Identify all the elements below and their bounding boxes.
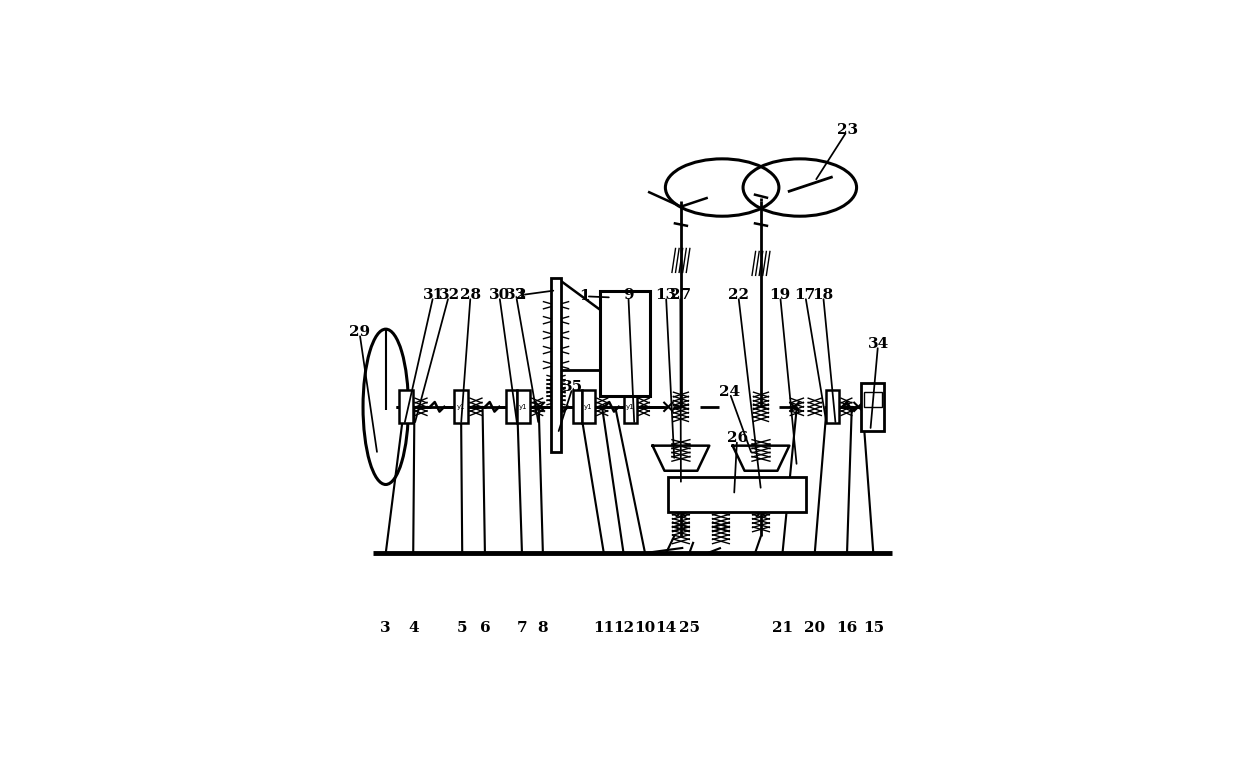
Text: 1: 1	[579, 289, 590, 303]
Text: 34: 34	[868, 337, 889, 351]
Polygon shape	[652, 445, 709, 471]
Bar	[399, 390, 413, 423]
Text: 17: 17	[795, 288, 816, 302]
Bar	[551, 279, 562, 452]
Bar	[668, 477, 806, 512]
Text: 3: 3	[381, 621, 391, 635]
Text: 11: 11	[593, 621, 615, 635]
Text: 31: 31	[423, 288, 444, 302]
Text: 22: 22	[728, 288, 749, 302]
Text: 6: 6	[480, 621, 490, 635]
Text: 32: 32	[439, 288, 460, 302]
Text: 29: 29	[348, 325, 370, 339]
Text: 28: 28	[460, 288, 481, 302]
Bar	[600, 292, 651, 396]
Text: y1: y1	[626, 404, 635, 410]
Bar	[517, 390, 529, 423]
Text: 25: 25	[678, 621, 699, 635]
Bar	[454, 390, 467, 423]
Text: 15: 15	[863, 621, 884, 635]
Text: 27: 27	[670, 288, 691, 302]
Text: 35: 35	[562, 380, 583, 394]
Text: y1: y1	[584, 404, 593, 410]
Text: 23: 23	[837, 123, 858, 137]
Text: 21: 21	[773, 621, 794, 635]
Text: 14: 14	[656, 621, 677, 635]
Text: 26: 26	[727, 431, 748, 445]
Text: 19: 19	[770, 288, 791, 302]
Text: y1: y1	[520, 404, 528, 410]
Bar	[506, 390, 517, 423]
Text: 16: 16	[837, 621, 858, 635]
Bar	[573, 390, 582, 423]
Text: 8: 8	[538, 621, 548, 635]
Text: 18: 18	[812, 288, 833, 302]
Text: 24: 24	[719, 385, 740, 399]
Text: 10: 10	[635, 621, 656, 635]
Bar	[624, 390, 636, 423]
Bar	[862, 383, 884, 431]
Bar	[864, 392, 882, 407]
Text: 13: 13	[656, 288, 677, 302]
Text: 9: 9	[622, 288, 634, 302]
Text: 5: 5	[458, 621, 467, 635]
Bar	[826, 390, 838, 423]
Bar	[582, 390, 595, 423]
Text: 4: 4	[408, 621, 419, 635]
Text: 33: 33	[506, 288, 527, 302]
Text: 12: 12	[613, 621, 634, 635]
Text: 7: 7	[517, 621, 527, 635]
Text: 30: 30	[489, 288, 510, 302]
Polygon shape	[733, 445, 790, 471]
Text: y1: y1	[456, 404, 465, 410]
Text: 2: 2	[516, 288, 526, 302]
Text: 20: 20	[805, 621, 826, 635]
